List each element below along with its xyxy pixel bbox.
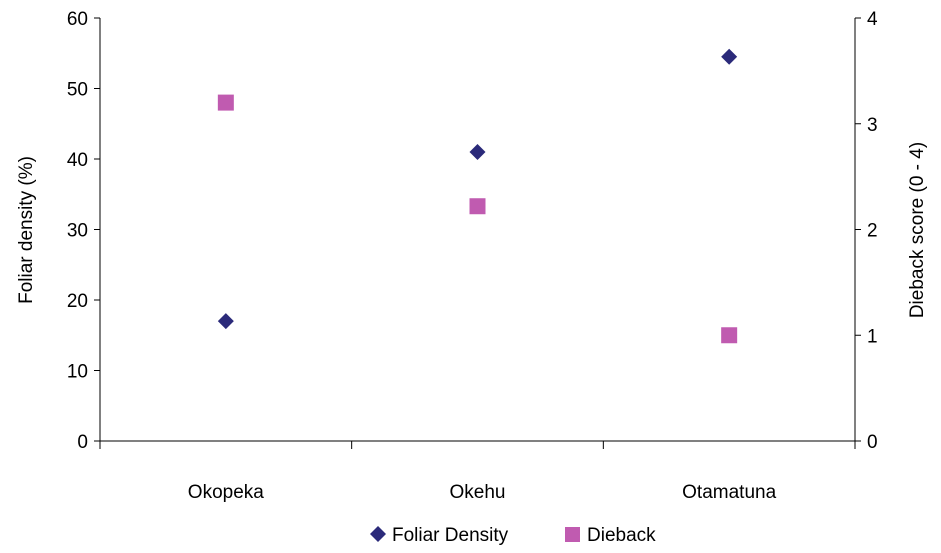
right-tick-label: 3 xyxy=(867,115,878,136)
left-tick-label: 0 xyxy=(77,432,88,453)
left-tick-label: 20 xyxy=(67,291,88,312)
left-tick-label: 50 xyxy=(67,80,88,101)
legend-diamond-marker xyxy=(370,526,386,542)
right-tick-label: 0 xyxy=(867,432,878,453)
x-category-label: Okopeka xyxy=(188,482,264,503)
right-axis-title: Dieback score (0 - 4) xyxy=(907,142,928,318)
x-axis: Okopeka Okehu Otamatuna xyxy=(99,440,856,503)
legend: Foliar Density Dieback xyxy=(370,525,656,546)
x-category-label: Otamatuna xyxy=(682,482,776,503)
left-axis-title: Foliar density (%) xyxy=(16,156,37,304)
foliar-density-point xyxy=(721,48,738,65)
plot-marks xyxy=(217,48,738,344)
left-y-axis: 0 10 20 30 40 50 60 xyxy=(67,9,101,453)
legend-label-foliar-density: Foliar Density xyxy=(392,525,509,546)
left-tick-label: 30 xyxy=(67,221,88,242)
foliar-density-point xyxy=(217,313,234,330)
right-y-axis: 0 1 2 3 4 xyxy=(854,9,878,453)
right-tick-label: 4 xyxy=(867,9,878,30)
right-tick-label: 2 xyxy=(867,221,878,242)
x-category-label: Okehu xyxy=(450,482,506,503)
left-tick-label: 60 xyxy=(67,9,88,30)
dieback-point xyxy=(721,327,738,344)
dieback-point xyxy=(217,94,234,111)
right-tick-label: 1 xyxy=(867,326,878,347)
left-tick-label: 10 xyxy=(67,362,88,383)
legend-label-dieback: Dieback xyxy=(587,525,656,546)
legend-square-marker xyxy=(565,527,580,542)
dieback-point xyxy=(469,198,486,215)
foliar-density-point xyxy=(469,143,486,160)
left-tick-label: 40 xyxy=(67,150,88,171)
